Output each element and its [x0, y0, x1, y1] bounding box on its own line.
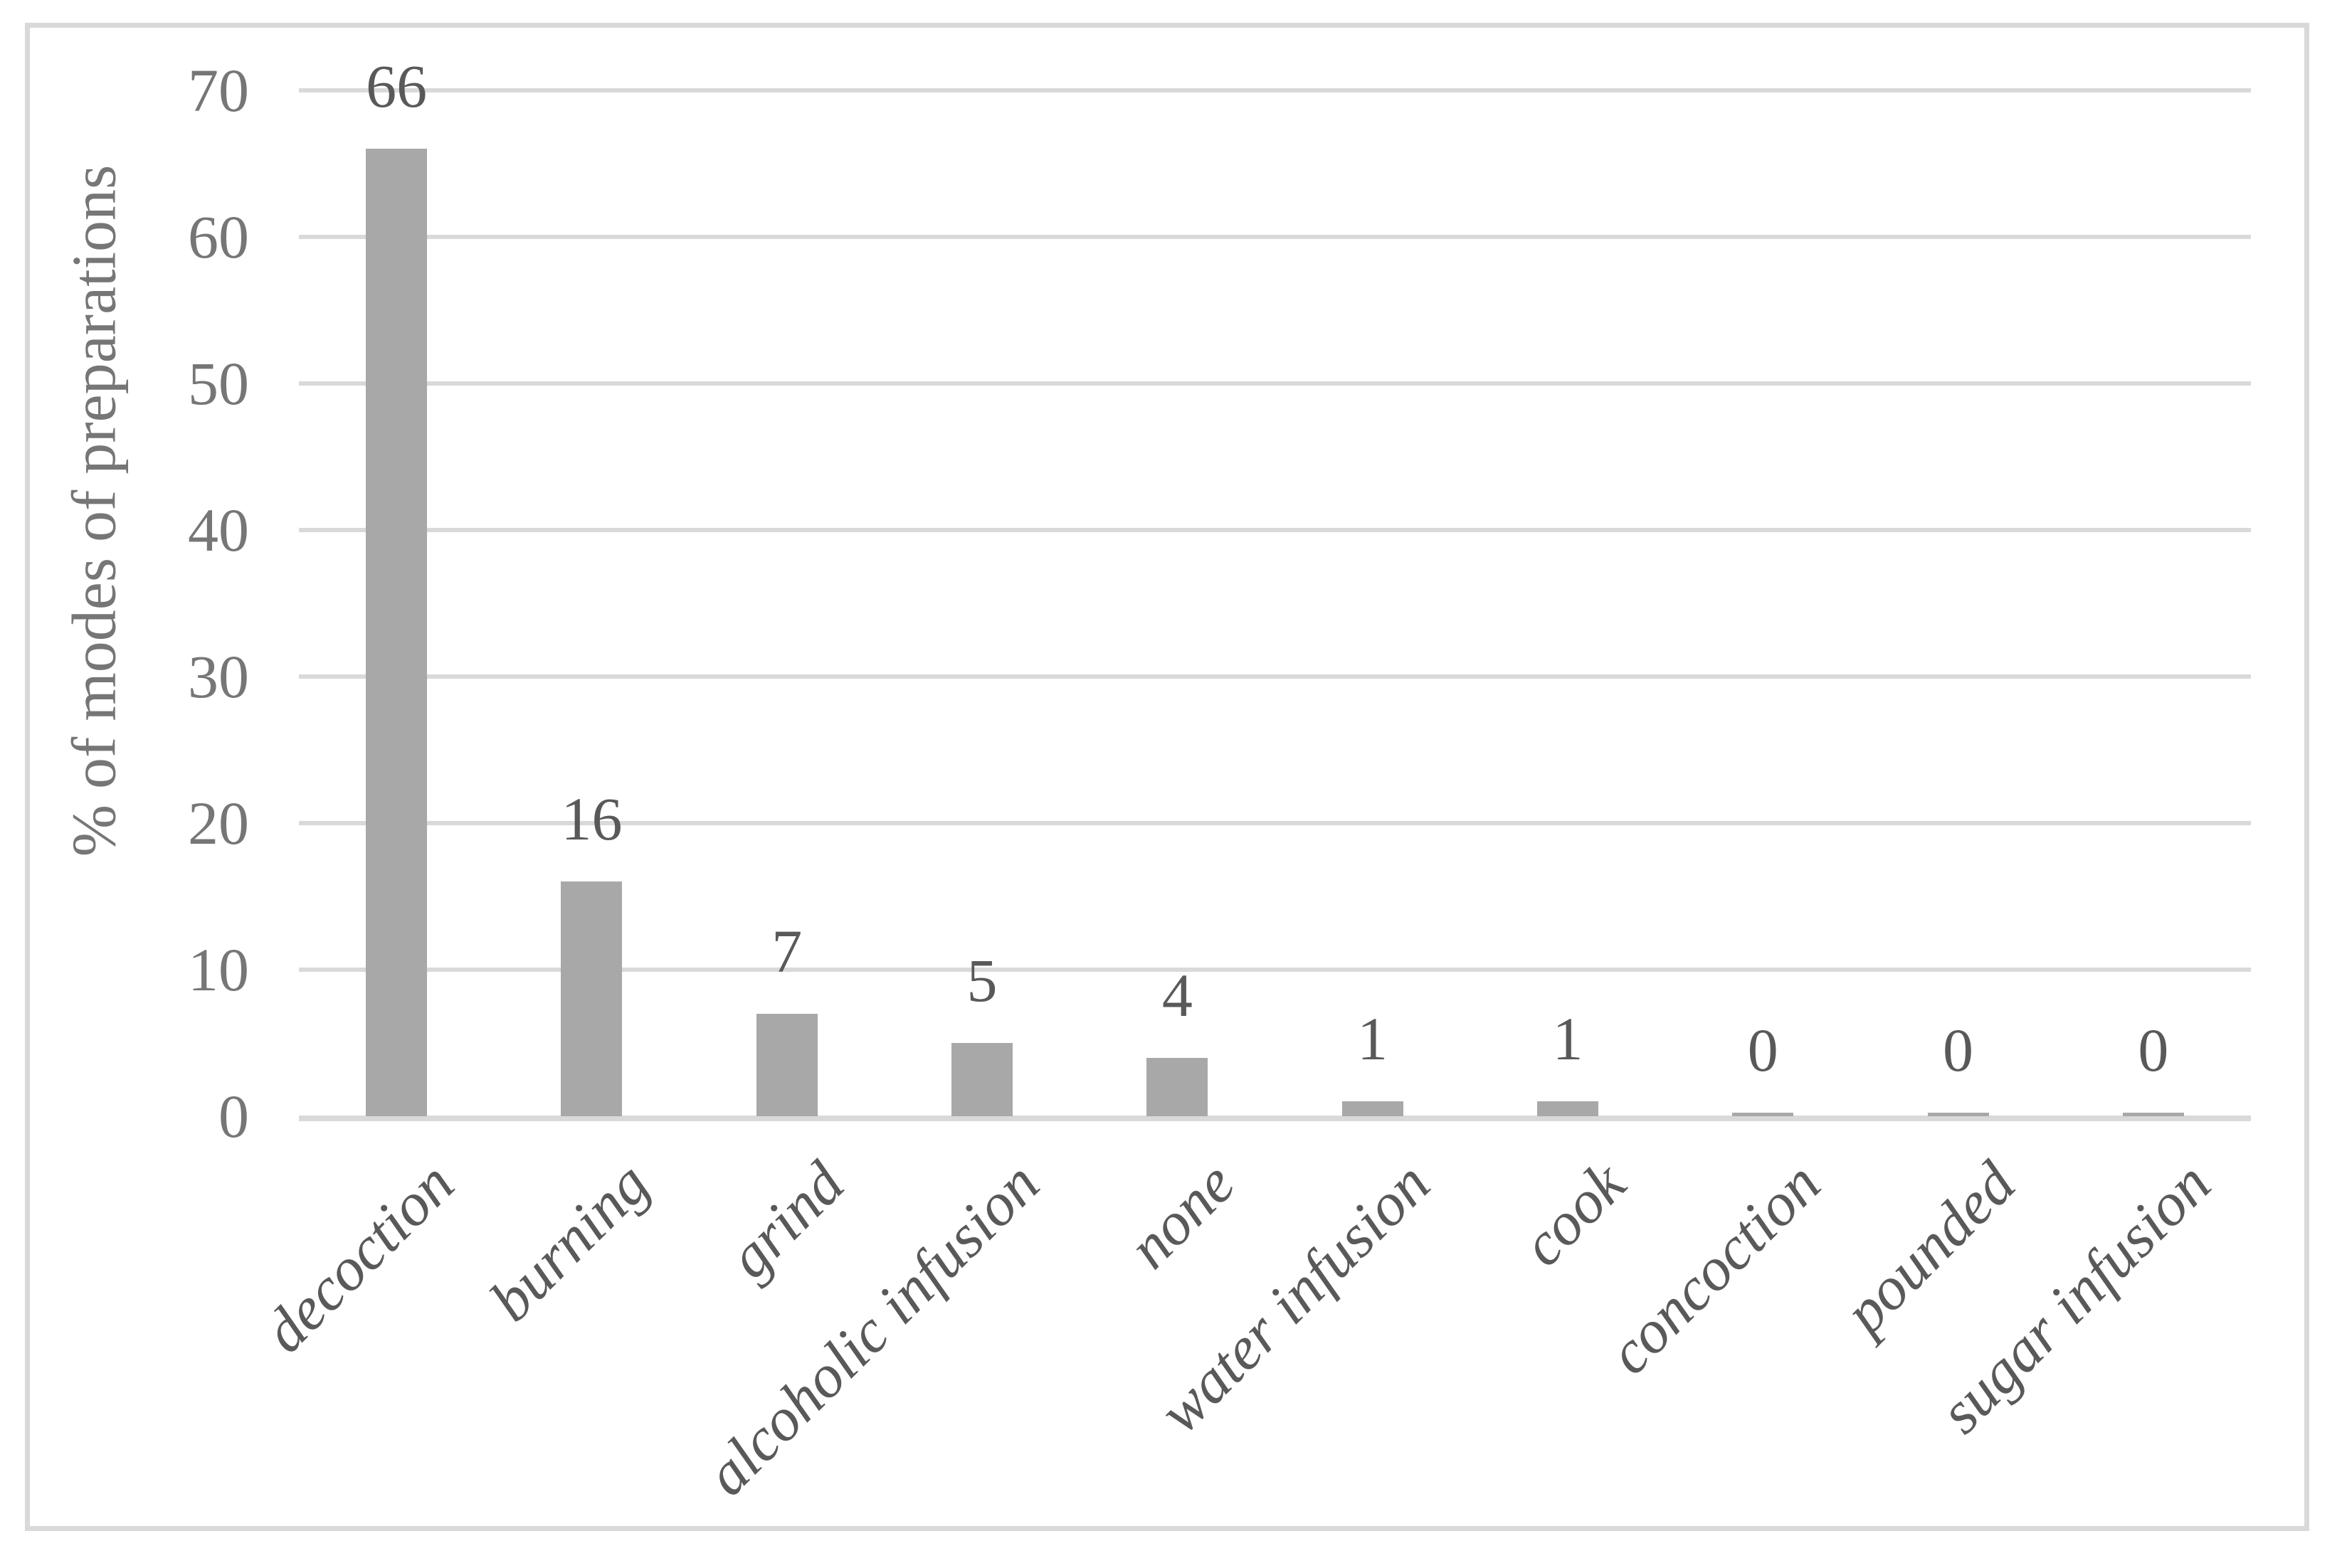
bar-value-label-none: 4: [1161, 960, 1193, 1029]
x-axis-category-label-grind: grind: [714, 1148, 858, 1291]
bar-burning: [561, 881, 623, 1116]
bar-water-infusion: [1341, 1101, 1403, 1116]
x-axis-category-label-none: none: [1114, 1148, 1248, 1281]
bar-value-label-water-infusion: 1: [1357, 1005, 1388, 1074]
bar-value-label-grind: 7: [771, 916, 803, 985]
y-axis-tick-label-60: 60: [188, 203, 249, 271]
gridline-y-50: [299, 381, 2251, 386]
bar-none: [1146, 1057, 1208, 1116]
bar-value-label-decoction: 66: [366, 52, 428, 121]
x-axis-category-label-burning: burning: [476, 1148, 663, 1335]
x-axis-category-label-cook: cook: [1507, 1148, 1638, 1279]
y-axis-tick-label-0: 0: [218, 1082, 249, 1150]
gridline-y-10: [299, 968, 2251, 972]
x-axis-category-label-concoction: concoction: [1595, 1148, 1833, 1387]
y-axis-tick-label-20: 20: [188, 789, 249, 857]
bar-value-label-sugar-infusion: 0: [2138, 1016, 2169, 1084]
bar-cook: [1536, 1101, 1598, 1116]
bar-value-label-burning: 16: [561, 785, 623, 854]
gridline-y-70: [299, 88, 2251, 92]
gridline-y-20: [299, 821, 2251, 825]
bar-value-label-concoction: 0: [1747, 1016, 1778, 1084]
y-axis-tick-label-40: 40: [188, 496, 249, 564]
bar-grind: [756, 1013, 818, 1116]
bar-sugar-infusion: [2122, 1113, 2184, 1116]
x-axis-category-label-decoction: decoction: [250, 1148, 467, 1366]
gridline-y-60: [299, 235, 2251, 239]
x-axis-line: [299, 1116, 2251, 1121]
bar-value-label-pounded: 0: [1943, 1016, 1974, 1084]
y-axis-tick-label-10: 10: [188, 936, 249, 1004]
bar-alcoholic-infusion: [951, 1043, 1013, 1116]
x-axis-category-label-alcoholic-infusion: alcoholic infusion: [692, 1148, 1053, 1509]
gridline-y-40: [299, 528, 2251, 532]
y-axis-tick-label-70: 70: [188, 56, 249, 125]
gridline-y-30: [299, 674, 2251, 679]
bar-decoction: [366, 149, 428, 1116]
bar-concoction: [1732, 1113, 1794, 1116]
x-axis-category-label-pounded: pounded: [1830, 1148, 2029, 1347]
bar-value-label-alcoholic-infusion: 5: [966, 946, 998, 1015]
bar-value-label-cook: 1: [1552, 1005, 1583, 1074]
bar-pounded: [1927, 1113, 1989, 1116]
y-axis-tick-label-30: 30: [188, 642, 249, 711]
y-axis-tick-label-50: 50: [188, 349, 249, 418]
